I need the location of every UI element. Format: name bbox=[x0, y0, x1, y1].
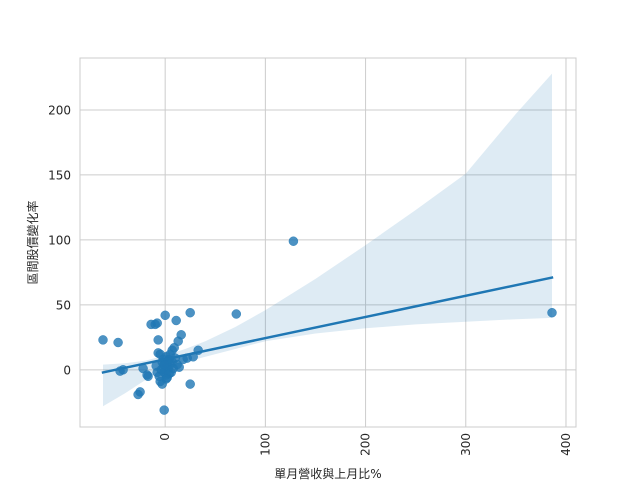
data-point bbox=[174, 362, 184, 372]
data-point bbox=[113, 337, 123, 348]
y-tick-label: 0 bbox=[63, 363, 71, 377]
data-point bbox=[288, 236, 299, 246]
data-point bbox=[185, 307, 195, 318]
data-points bbox=[98, 236, 557, 415]
y-axis-title: 區間股價變化率 bbox=[25, 200, 40, 284]
data-point bbox=[161, 374, 171, 384]
data-point bbox=[547, 307, 557, 318]
confidence-band bbox=[103, 73, 552, 407]
x-tick-label: 200 bbox=[359, 433, 373, 456]
plot-frame bbox=[79, 57, 577, 428]
data-point bbox=[176, 330, 186, 340]
y-tick-labels: 0 50 100 150 200 bbox=[48, 103, 71, 377]
x-tick-label: 0 bbox=[158, 433, 172, 441]
data-point bbox=[171, 315, 181, 326]
data-point bbox=[153, 335, 163, 345]
regression-line bbox=[101, 276, 554, 374]
data-point bbox=[160, 310, 170, 321]
y-tick-label: 150 bbox=[48, 168, 71, 182]
x-axis-title: 單月營收與上月比% bbox=[274, 467, 381, 480]
data-point bbox=[159, 405, 169, 415]
confidence-band-layer bbox=[103, 73, 552, 407]
x-tick-label: 400 bbox=[559, 433, 573, 456]
y-tick-label: 200 bbox=[48, 103, 71, 117]
data-point bbox=[135, 387, 145, 397]
data-point bbox=[152, 318, 162, 328]
data-point bbox=[231, 309, 242, 319]
data-point bbox=[98, 335, 108, 345]
data-point bbox=[143, 371, 153, 382]
x-tick-label: 300 bbox=[459, 433, 473, 456]
regression-line-layer bbox=[101, 276, 554, 374]
x-tick-labels: 0 100 200 300 400 bbox=[158, 433, 573, 456]
y-tick-label: 50 bbox=[56, 298, 71, 312]
y-tick-label: 100 bbox=[48, 233, 71, 247]
x-tick-label: 100 bbox=[258, 433, 272, 456]
data-point bbox=[185, 379, 195, 389]
